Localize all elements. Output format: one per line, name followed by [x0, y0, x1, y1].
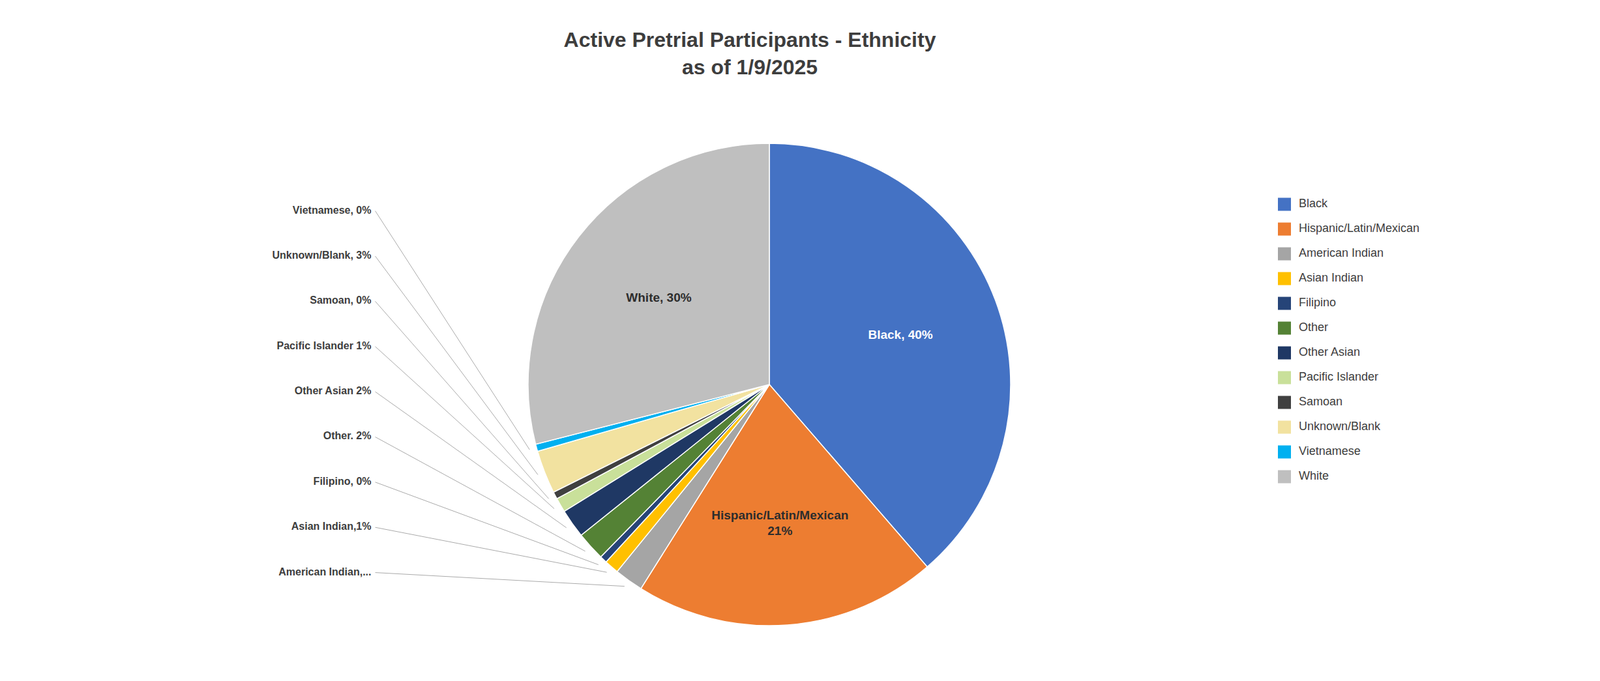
leader-line: [375, 482, 599, 566]
legend-label: American Indian: [1298, 246, 1384, 260]
slice-label: Filipino, 0%: [313, 475, 372, 488]
slice-label: Asian Indian,1%: [291, 520, 372, 533]
title: Active Pretrial Participants - Ethnicity…: [563, 28, 937, 79]
legend-label: Pacific Islander: [1298, 370, 1379, 384]
legend-label: Unknown/Blank: [1298, 419, 1381, 433]
legend-label: Samoan: [1298, 395, 1343, 409]
legend-label: Hispanic/Latin/Mexican: [1298, 221, 1420, 235]
slice-labels: Black, 40% Hispanic/Latin/Mexican21% White…: [271, 204, 933, 587]
slice-label: Samoan, 0%: [309, 295, 371, 307]
legend-swatch: [1277, 297, 1291, 311]
pie-slice: [528, 143, 770, 445]
slice-label: American Indian,...: [278, 566, 371, 578]
legend-swatch: [1277, 371, 1291, 385]
legend-swatch: [1277, 421, 1291, 435]
slice-label: Pacific Islander 1%: [277, 340, 372, 352]
background: [0, 0, 1600, 681]
legend: Black Hispanic/Latin/Mexican American Indi…: [1277, 196, 1420, 484]
slice-label: Hispanic/Latin/Mexican21%: [711, 508, 849, 538]
leader-line: [375, 256, 538, 475]
slice-label: Other Asian 2%: [294, 385, 372, 397]
legend-swatch: [1277, 272, 1291, 286]
legend-swatch: [1277, 470, 1291, 484]
legend-label: Asian Indian: [1298, 271, 1364, 285]
leader-line: [375, 391, 567, 529]
pie: [528, 143, 1011, 626]
leader-line: [375, 301, 549, 499]
legend-label: Vietnamese: [1298, 444, 1361, 458]
leader-line: [375, 211, 531, 450]
legend-swatch: [1277, 322, 1291, 336]
legend-swatch: [1277, 222, 1291, 237]
legend-swatch: [1277, 346, 1291, 360]
chart-root: Active Pretrial Participants - Ethnicity…: [0, 0, 1600, 681]
legend-swatch: [1277, 247, 1291, 261]
leader-line: [375, 573, 625, 587]
slice-label: Unknown/Blank, 3%: [271, 249, 371, 261]
legend-label: Other Asian: [1298, 345, 1361, 359]
slice-label: White, 30%: [625, 290, 692, 305]
leader-line: [375, 346, 555, 510]
legend-label: Black: [1298, 196, 1329, 210]
legend-swatch: [1277, 445, 1291, 460]
legend-label: Other: [1298, 320, 1329, 334]
slice-label: Other. 2%: [323, 430, 372, 443]
legend-label: Filipino: [1298, 296, 1336, 310]
legend-label: White: [1298, 469, 1329, 483]
slice-label: Vietnamese, 0%: [292, 204, 372, 216]
slice-label: Black, 40%: [867, 327, 933, 342]
leader-line: [375, 527, 608, 573]
legend-swatch: [1277, 396, 1291, 410]
legend-swatch: [1277, 198, 1291, 212]
